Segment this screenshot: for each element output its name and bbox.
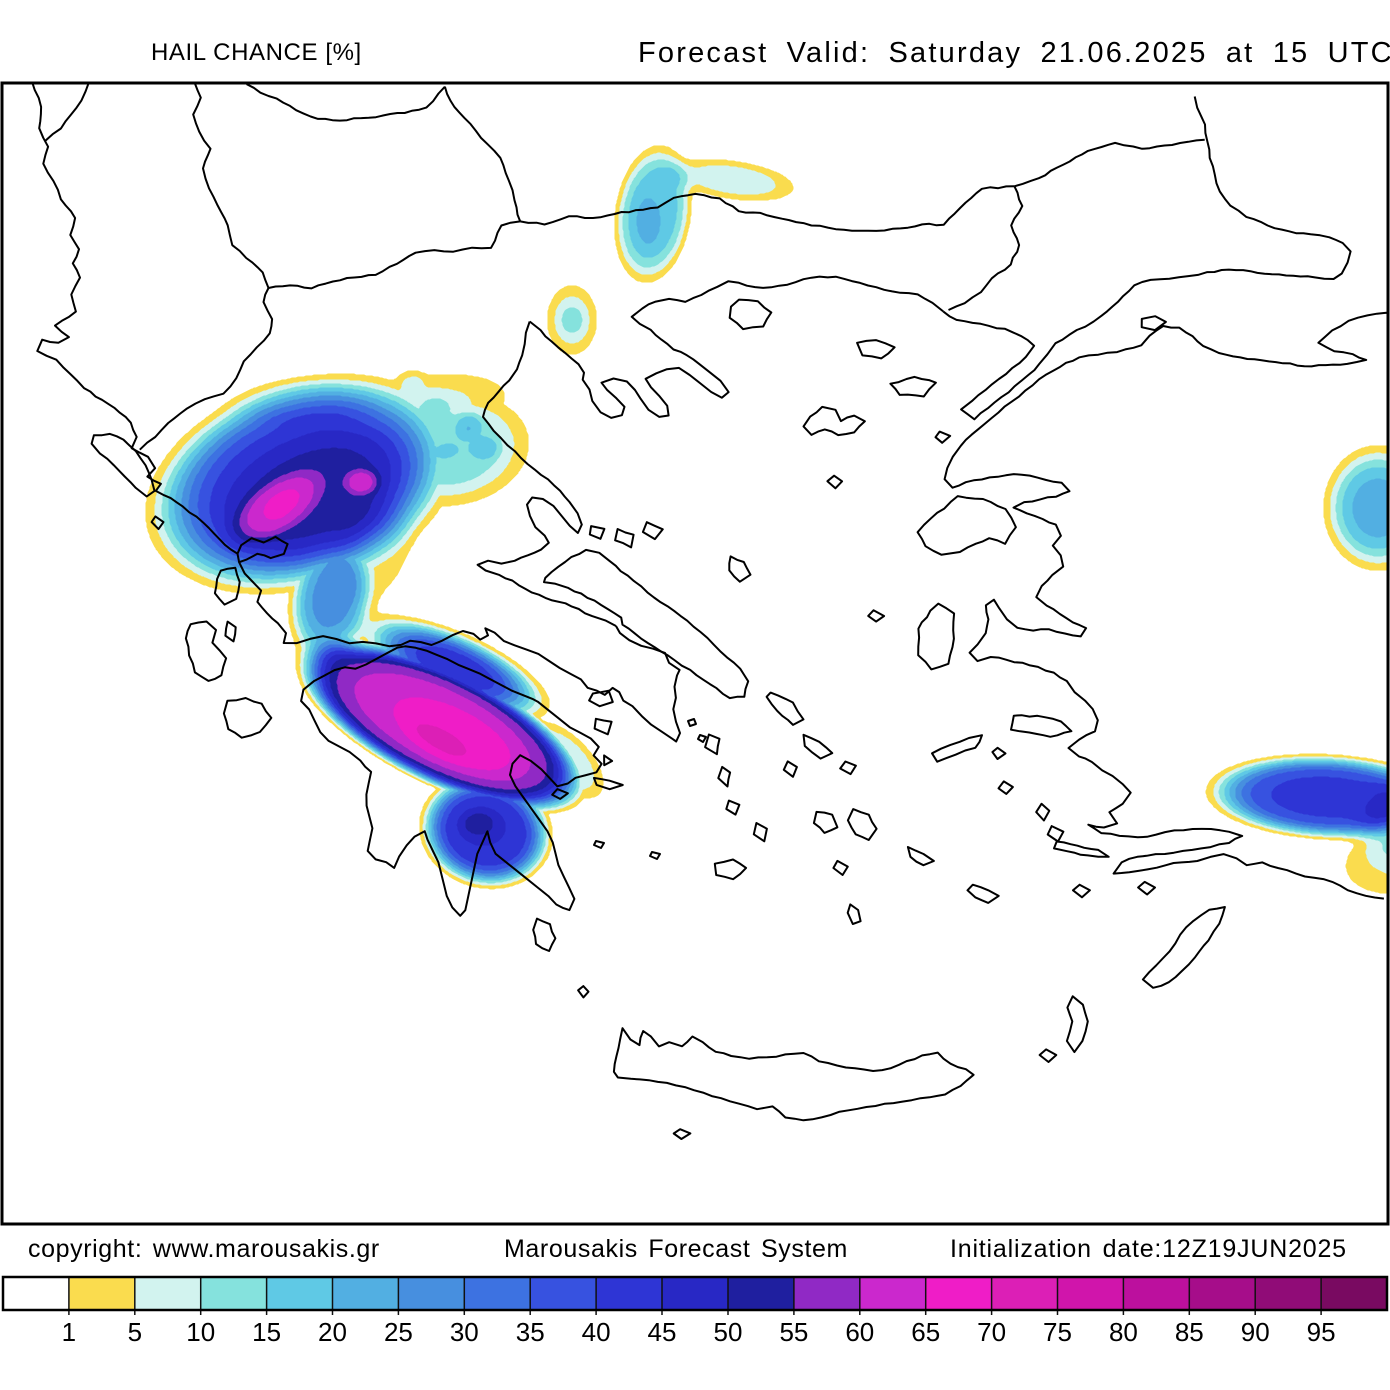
svg-text:75: 75 [1043,1317,1072,1347]
svg-text:40: 40 [582,1317,611,1347]
svg-text:95: 95 [1307,1317,1336,1347]
svg-text:20: 20 [318,1317,347,1347]
svg-text:35: 35 [516,1317,545,1347]
svg-text:30: 30 [450,1317,479,1347]
svg-text:Marousakis Forecast System: Marousakis Forecast System [504,1235,848,1263]
svg-text:Initialization date:12Z19JUN20: Initialization date:12Z19JUN2025 [950,1235,1347,1263]
svg-text:80: 80 [1109,1317,1138,1347]
svg-text:55: 55 [779,1317,808,1347]
svg-text:10: 10 [186,1317,215,1347]
svg-text:1: 1 [62,1317,76,1347]
svg-text:70: 70 [977,1317,1006,1347]
svg-text:5: 5 [128,1317,142,1347]
svg-text:45: 45 [648,1317,677,1347]
svg-text:85: 85 [1175,1317,1204,1347]
svg-text:15: 15 [252,1317,281,1347]
svg-text:60: 60 [845,1317,874,1347]
svg-text:Forecast Valid: Saturday 21.06: Forecast Valid: Saturday 21.06.2025 at 1… [638,37,1390,69]
svg-text:50: 50 [714,1317,743,1347]
svg-text:90: 90 [1241,1317,1270,1347]
svg-text:65: 65 [911,1317,940,1347]
svg-text:HAIL CHANCE [%]: HAIL CHANCE [%] [151,39,362,66]
svg-text:copyright: www.marousakis.gr: copyright: www.marousakis.gr [28,1235,380,1263]
svg-text:25: 25 [384,1317,413,1347]
